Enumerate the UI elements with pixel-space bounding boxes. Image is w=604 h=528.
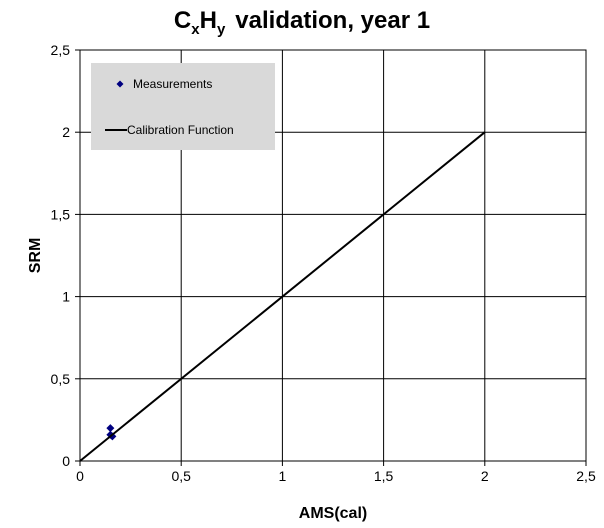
- x-tick-label: 0,5: [171, 468, 191, 484]
- x-axis-label: AMS(cal): [299, 505, 367, 522]
- y-tick-label: 2: [62, 124, 70, 140]
- series: [79, 131, 486, 462]
- x-tick-label: 2: [481, 468, 489, 484]
- title-subscript-x: x: [191, 21, 200, 38]
- y-tick-label: 0: [62, 453, 70, 469]
- title-rest: validation, year 1: [235, 7, 430, 34]
- grid: [80, 50, 586, 461]
- x-tick-label: 2,5: [576, 468, 596, 484]
- y-tick-label: 1,5: [51, 206, 71, 222]
- title-h: H: [200, 7, 217, 34]
- y-tick-label: 1: [62, 289, 70, 305]
- plot-area: [79, 49, 587, 462]
- ticks: 0 0,5 1 1,5 2 2,5 0 0,5 1 1,5 2 2,5: [51, 42, 596, 484]
- measurement-point: [106, 424, 115, 433]
- title-subscript-y: y: [217, 21, 226, 38]
- y-tick-label: 0,5: [51, 371, 71, 387]
- y-tick-label: 2,5: [51, 42, 71, 58]
- legend: Measurements Calibration Function: [91, 63, 275, 150]
- title-c: C: [174, 7, 191, 34]
- legend-diamond-swatch: [116, 80, 124, 88]
- legend-entry-label: Calibration Function: [127, 123, 234, 137]
- y-axis-label: SRM: [27, 238, 44, 274]
- x-tick-label: 0: [76, 468, 84, 484]
- x-tick-label: 1: [279, 468, 287, 484]
- chart-title: CxHy validation, year 1: [174, 7, 430, 38]
- x-tick-label: 1,5: [374, 468, 394, 484]
- legend-box: [91, 63, 275, 150]
- calibration-function-line: [79, 131, 486, 462]
- legend-entry-label: Measurements: [133, 77, 212, 91]
